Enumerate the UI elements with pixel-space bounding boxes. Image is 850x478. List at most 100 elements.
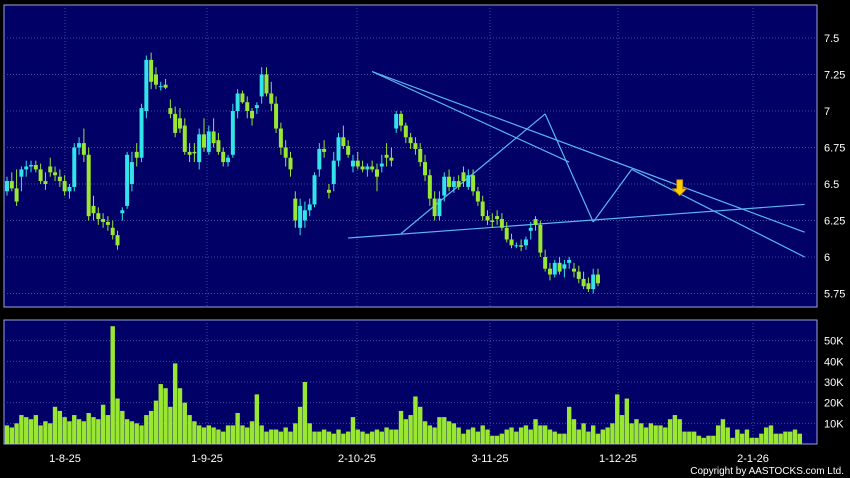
- price-tick-label: 7.5: [824, 33, 839, 45]
- volume-bar: [369, 431, 375, 444]
- volume-bar: [687, 431, 692, 444]
- volume-bar: [374, 429, 380, 444]
- volume-bar: [168, 406, 173, 444]
- volume-bar: [201, 427, 207, 444]
- volume-bar: [321, 429, 327, 444]
- candle-body: [523, 239, 528, 246]
- trendline: [348, 203, 805, 239]
- volume-bar: [797, 433, 803, 444]
- candle-body: [91, 205, 96, 214]
- candle-body: [43, 181, 48, 184]
- volume-bars: [4, 326, 803, 444]
- volume-tick-label: 20K: [824, 398, 844, 410]
- candle-body: [374, 169, 379, 177]
- candle-body: [504, 227, 509, 240]
- volume-bar: [643, 427, 649, 444]
- volume-bar: [120, 410, 125, 444]
- candle-body: [413, 143, 418, 149]
- volume-bar: [225, 425, 231, 444]
- volume-bar: [206, 425, 212, 444]
- volume-bar: [413, 396, 418, 444]
- price-axis-labels: 7.5 7.25 7 6.75 6.5 6.25 6 5.75: [824, 33, 845, 301]
- volume-bar: [264, 431, 269, 444]
- volume-bar: [52, 406, 58, 444]
- volume-bar: [28, 419, 34, 444]
- candle-body: [278, 128, 283, 148]
- candle-body: [499, 219, 504, 228]
- volume-bar: [76, 419, 82, 444]
- volume-bar: [725, 427, 730, 444]
- volume-bar: [365, 433, 370, 444]
- candle-body: [312, 175, 317, 205]
- candle-body: [586, 283, 591, 290]
- candlesticks: [5, 52, 601, 294]
- candle-body: [519, 245, 524, 247]
- volume-bar: [480, 425, 485, 444]
- volume-bar: [197, 425, 202, 444]
- volume-bar: [648, 423, 654, 444]
- volume-bar: [307, 423, 312, 444]
- volume-bar: [148, 410, 154, 444]
- volume-bar: [615, 394, 620, 444]
- volume-bar: [610, 423, 615, 444]
- volume-bar: [33, 415, 39, 444]
- candle-body: [211, 131, 216, 144]
- volume-bar: [230, 425, 236, 444]
- volume-bar: [418, 406, 423, 444]
- price-tick-label: 6: [824, 252, 830, 264]
- candle-body: [538, 224, 543, 253]
- candle-body: [365, 166, 370, 170]
- volume-bar: [605, 427, 610, 444]
- volume-tick-label: 40K: [824, 356, 844, 368]
- volume-bar: [153, 400, 159, 444]
- candle-body: [471, 175, 476, 192]
- candle-body: [38, 169, 43, 182]
- volume-bar: [216, 429, 221, 444]
- volume-tick-label: 10K: [824, 418, 844, 430]
- volume-bar: [735, 429, 740, 444]
- candle-body: [9, 181, 14, 189]
- volume-bar: [475, 431, 481, 444]
- volume-bar: [677, 419, 682, 444]
- volume-bar: [504, 429, 509, 444]
- volume-bar: [499, 433, 505, 444]
- candle-body: [105, 221, 110, 225]
- volume-bar: [639, 423, 644, 444]
- volume-bar: [19, 415, 24, 444]
- candle-body: [230, 111, 235, 155]
- volume-bar: [667, 419, 673, 444]
- date-tick-label: 2-10-25: [338, 453, 376, 465]
- volume-bar: [331, 433, 336, 444]
- candle-body: [192, 151, 197, 154]
- volume-bar: [778, 433, 783, 444]
- volume-bar: [398, 410, 404, 444]
- candle-body: [14, 188, 19, 202]
- candle-body: [187, 151, 192, 155]
- candle-body: [456, 181, 461, 187]
- gridlines: [4, 5, 817, 444]
- price-tick-label: 7: [824, 106, 830, 118]
- candle-body: [67, 186, 72, 192]
- volume-tick-label: 30K: [824, 377, 844, 389]
- candle-body: [490, 220, 495, 222]
- volume-bar: [619, 415, 625, 444]
- volume-bar: [96, 419, 101, 444]
- volume-bar: [408, 415, 413, 444]
- volume-bar: [72, 415, 77, 444]
- candle-body: [48, 166, 53, 173]
- volume-bar: [446, 421, 452, 444]
- volume-bar: [187, 415, 192, 444]
- candle-body: [293, 198, 298, 221]
- volume-bar: [566, 406, 572, 444]
- volume-bar: [124, 419, 130, 444]
- copyright-text: Copyright by AASTOCKS.com Ltd.: [690, 466, 844, 477]
- volume-bar: [81, 421, 87, 444]
- volume-bar: [691, 431, 697, 444]
- candle-body: [110, 227, 115, 236]
- volume-bar: [403, 419, 409, 444]
- candle-body: [19, 169, 24, 177]
- volume-bar: [595, 433, 601, 444]
- volume-bar: [384, 427, 389, 444]
- volume-bar: [586, 431, 591, 444]
